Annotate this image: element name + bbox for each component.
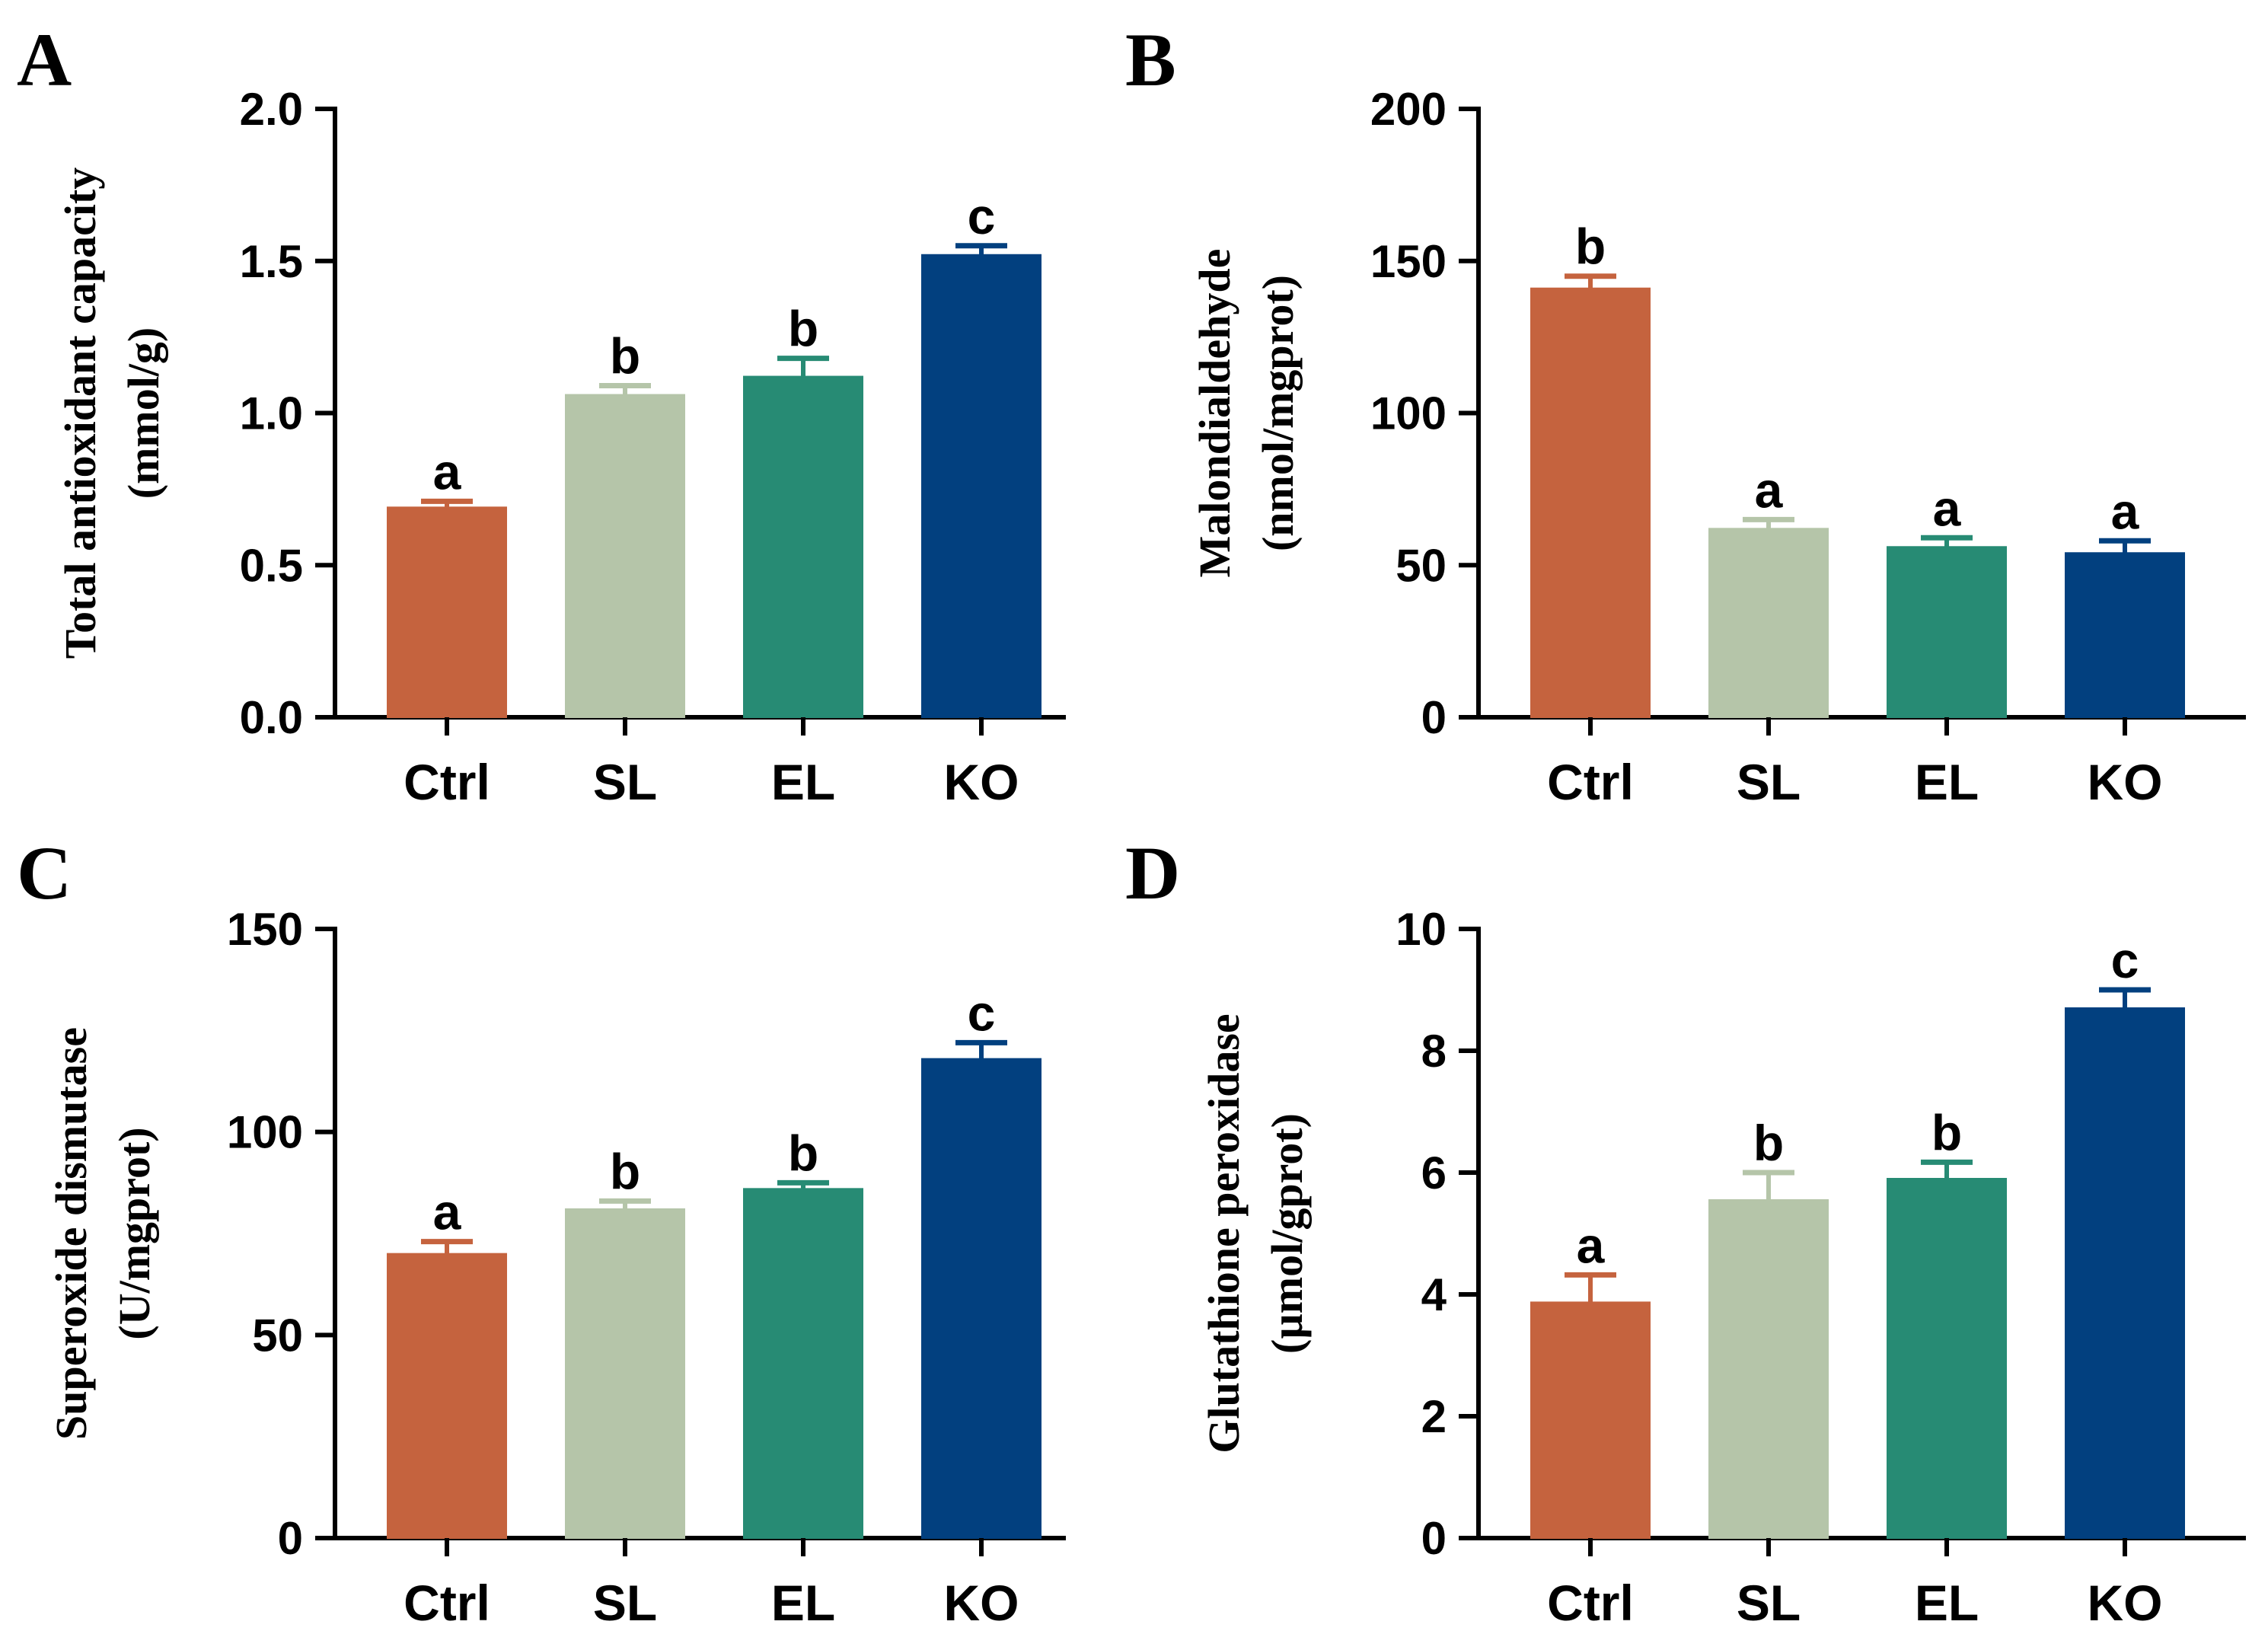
panel-d-bar-ctrl	[1530, 1301, 1651, 1540]
panel-d-category-label: SL	[1737, 1575, 1801, 1631]
panel-d-bar-el	[1887, 1178, 2007, 1539]
panel-b-letter: B	[1125, 18, 1176, 102]
panel-d-category-label: KO	[2088, 1575, 2163, 1631]
panel-c-category-label: Ctrl	[404, 1575, 490, 1631]
panel-c-ytick-label: 150	[227, 904, 303, 955]
panel-a-ytick-label: 1.5	[240, 236, 303, 287]
panel-c-significance-label: a	[433, 1184, 462, 1240]
panel-b-bar-sl	[1708, 528, 1829, 718]
panel-d-ylabel: Glutathione peroxidase	[1199, 1013, 1249, 1453]
panel-d-letter: D	[1125, 831, 1180, 915]
panel-b-ylabel-unit: (nmol/mgprot)	[1253, 275, 1303, 551]
panel-d-category-label: EL	[1915, 1575, 1979, 1631]
panel-b-category-label: KO	[2088, 754, 2163, 810]
panel-d-ytick-label: 8	[1421, 1026, 1447, 1077]
panel-a-ylabel-unit: (mmol/g)	[119, 327, 168, 499]
panel-c-category-label: EL	[771, 1575, 835, 1631]
panel-c-category-label: SL	[593, 1575, 657, 1631]
panel-a-ytick-label: 0.0	[240, 692, 303, 743]
panel-a-bar-sl	[565, 394, 685, 719]
panel-b-category-label: Ctrl	[1547, 754, 1634, 810]
panel-b-ylabel: Malondialdehyde	[1190, 249, 1239, 578]
panel-a-bar-ko	[921, 254, 1041, 718]
panel-c-ylabel: Superoxide dismutase	[46, 1027, 96, 1440]
panel-d-bar-sl	[1708, 1199, 1829, 1539]
panel-a-bar-el	[743, 375, 863, 718]
panel-d-significance-label: c	[2111, 932, 2139, 988]
panel-d-ytick-label: 0	[1421, 1513, 1447, 1564]
panel-a-category-label: EL	[771, 754, 835, 810]
panel-c-ylabel-unit: (U/mgprot)	[110, 1127, 159, 1339]
panel-b-ytick-label: 150	[1370, 236, 1447, 287]
panel-d-significance-label: b	[1931, 1104, 1962, 1160]
panel-c-ytick-label: 0	[278, 1513, 303, 1564]
panel-c-category-label: KO	[944, 1575, 1019, 1631]
panel-c: C Superoxide dismutase (U/mgprot) 0 50 100 150…	[17, 831, 1066, 1631]
panel-c-letter: C	[17, 831, 72, 915]
panel-d-ytick-label: 4	[1421, 1269, 1447, 1320]
panel-b-ytick-label: 100	[1370, 388, 1447, 439]
panel-a-category-label: KO	[944, 754, 1019, 810]
panel-d: D Glutathione peroxidase (µmol/gprot) 0 2 4 6 8…	[1125, 831, 2246, 1631]
panel-c-significance-label: b	[610, 1143, 640, 1199]
panel-b-bar-ko	[2065, 552, 2185, 719]
panel-b-ytick-label: 200	[1370, 84, 1447, 135]
panel-a: A Total antioxidant capacity (mmol/g) 0.0 0.…	[17, 18, 1066, 810]
panel-a-significance-label: c	[968, 188, 996, 244]
panel-d-ytick-label: 2	[1421, 1391, 1447, 1442]
panel-d-significance-label: b	[1753, 1115, 1784, 1171]
panel-a-ylabel: Total antioxidant capacity	[56, 168, 105, 659]
panel-b-category-label: SL	[1737, 754, 1801, 810]
panel-b-significance-label: a	[1933, 480, 1962, 536]
panel-b-bar-ctrl	[1530, 287, 1651, 718]
panel-c-bar-sl	[565, 1208, 685, 1539]
panel-d-bar-ko	[2065, 1007, 2185, 1539]
panel-b-significance-label: b	[1575, 219, 1606, 275]
panel-b: B Malondialdehyde (nmol/mgprot) 0 50 100 150 20…	[1125, 18, 2246, 810]
panel-a-category-label: Ctrl	[404, 754, 490, 810]
panel-c-ytick-label: 50	[252, 1310, 303, 1361]
panel-b-bar-el	[1887, 546, 2007, 719]
panel-a-significance-label: a	[433, 443, 462, 499]
panel-a-ytick-label: 2.0	[240, 84, 303, 135]
panel-d-ytick-label: 10	[1396, 904, 1447, 955]
panel-a-letter: A	[17, 18, 72, 102]
panel-c-significance-label: b	[788, 1125, 818, 1181]
panel-a-significance-label: b	[610, 328, 640, 385]
panel-b-significance-label: a	[1755, 461, 1784, 518]
panel-a-bar-ctrl	[387, 506, 507, 718]
panel-c-bar-ctrl	[387, 1253, 507, 1539]
panel-b-ytick-label: 0	[1421, 692, 1447, 743]
panel-c-significance-label: c	[968, 985, 996, 1041]
panel-d-ylabel-unit: (µmol/gprot)	[1262, 1113, 1312, 1354]
panel-a-significance-label: b	[788, 301, 818, 357]
panel-b-significance-label: a	[2111, 483, 2140, 539]
panel-a-ytick-label: 0.5	[240, 540, 303, 591]
panel-a-ytick-label: 1.0	[240, 388, 303, 439]
panel-a-category-label: SL	[593, 754, 657, 810]
panel-c-bar-el	[743, 1188, 863, 1540]
panel-b-ytick-label: 50	[1396, 540, 1447, 591]
panel-d-ytick-label: 6	[1421, 1147, 1447, 1198]
panel-c-ytick-label: 100	[227, 1107, 303, 1158]
panel-b-category-label: EL	[1915, 754, 1979, 810]
panel-d-category-label: Ctrl	[1547, 1575, 1634, 1631]
panel-d-significance-label: a	[1577, 1217, 1606, 1273]
panel-c-bar-ko	[921, 1058, 1041, 1539]
